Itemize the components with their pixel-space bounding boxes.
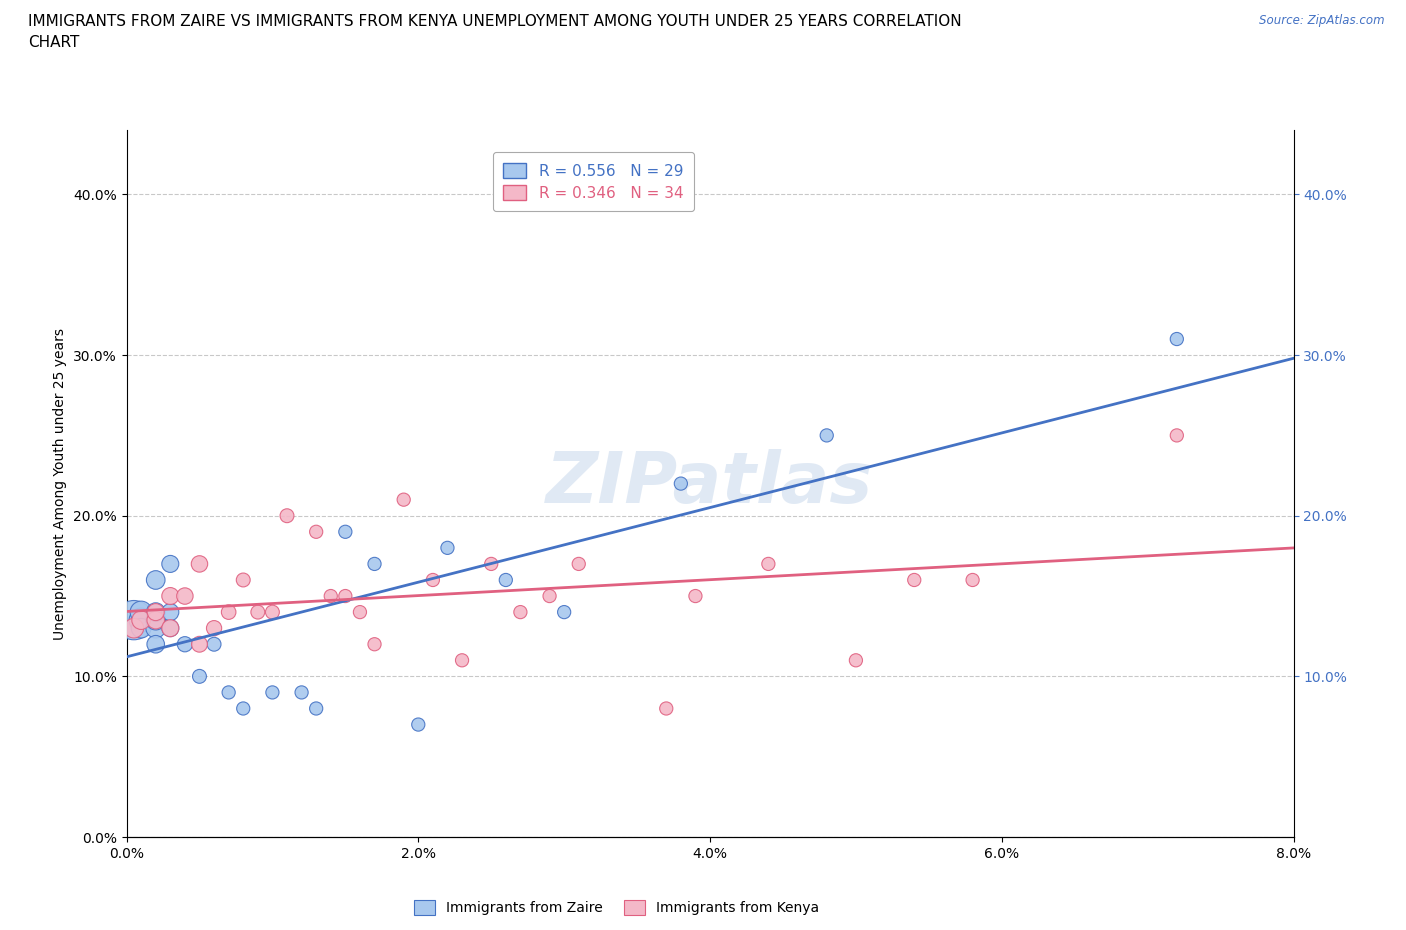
Text: Source: ZipAtlas.com: Source: ZipAtlas.com xyxy=(1260,14,1385,27)
Point xyxy=(202,637,225,652)
Point xyxy=(129,613,152,628)
Text: IMMIGRANTS FROM ZAIRE VS IMMIGRANTS FROM KENYA UNEMPLOYMENT AMONG YOUTH UNDER 25: IMMIGRANTS FROM ZAIRE VS IMMIGRANTS FROM… xyxy=(28,14,962,29)
Point xyxy=(335,525,357,539)
Point xyxy=(122,613,145,628)
Text: ZIPatlas: ZIPatlas xyxy=(547,449,873,518)
Point xyxy=(479,556,502,571)
Point xyxy=(218,604,240,619)
Point xyxy=(159,556,181,571)
Point xyxy=(145,604,167,619)
Point xyxy=(451,653,474,668)
Point xyxy=(188,669,211,684)
Point xyxy=(202,620,225,635)
Point xyxy=(159,589,181,604)
Point xyxy=(685,589,707,604)
Point xyxy=(363,637,385,652)
Point xyxy=(129,613,152,628)
Point xyxy=(188,637,211,652)
Point xyxy=(145,604,167,619)
Point xyxy=(845,653,868,668)
Legend: Immigrants from Zaire, Immigrants from Kenya: Immigrants from Zaire, Immigrants from K… xyxy=(408,894,825,923)
Point xyxy=(319,589,342,604)
Point xyxy=(262,685,284,700)
Point xyxy=(305,701,328,716)
Point xyxy=(246,604,269,619)
Point xyxy=(903,573,925,588)
Point xyxy=(669,476,692,491)
Point xyxy=(145,613,167,628)
Point xyxy=(655,701,678,716)
Point xyxy=(174,637,197,652)
Point xyxy=(568,556,591,571)
Point xyxy=(262,604,284,619)
Point xyxy=(122,620,145,635)
Point xyxy=(159,604,181,619)
Point xyxy=(538,589,561,604)
Point xyxy=(422,573,444,588)
Point xyxy=(495,573,517,588)
Point xyxy=(159,620,181,635)
Point xyxy=(290,685,312,700)
Point xyxy=(159,620,181,635)
Point xyxy=(509,604,531,619)
Point xyxy=(276,509,298,524)
Point xyxy=(392,492,415,507)
Y-axis label: Unemployment Among Youth under 25 years: Unemployment Among Youth under 25 years xyxy=(53,327,67,640)
Point xyxy=(145,637,167,652)
Point xyxy=(756,556,779,571)
Point xyxy=(815,428,838,443)
Point xyxy=(218,685,240,700)
Point xyxy=(188,556,211,571)
Point xyxy=(335,589,357,604)
Point xyxy=(174,589,197,604)
Point xyxy=(232,701,254,716)
Point xyxy=(145,573,167,588)
Point xyxy=(1166,428,1188,443)
Point xyxy=(145,620,167,635)
Point xyxy=(1166,332,1188,347)
Point xyxy=(363,556,385,571)
Point xyxy=(553,604,575,619)
Point xyxy=(129,620,152,635)
Point xyxy=(305,525,328,539)
Point xyxy=(436,540,458,555)
Point xyxy=(145,613,167,628)
Point xyxy=(349,604,371,619)
Point xyxy=(962,573,984,588)
Text: CHART: CHART xyxy=(28,35,80,50)
Point xyxy=(232,573,254,588)
Point xyxy=(408,717,430,732)
Point xyxy=(129,604,152,619)
